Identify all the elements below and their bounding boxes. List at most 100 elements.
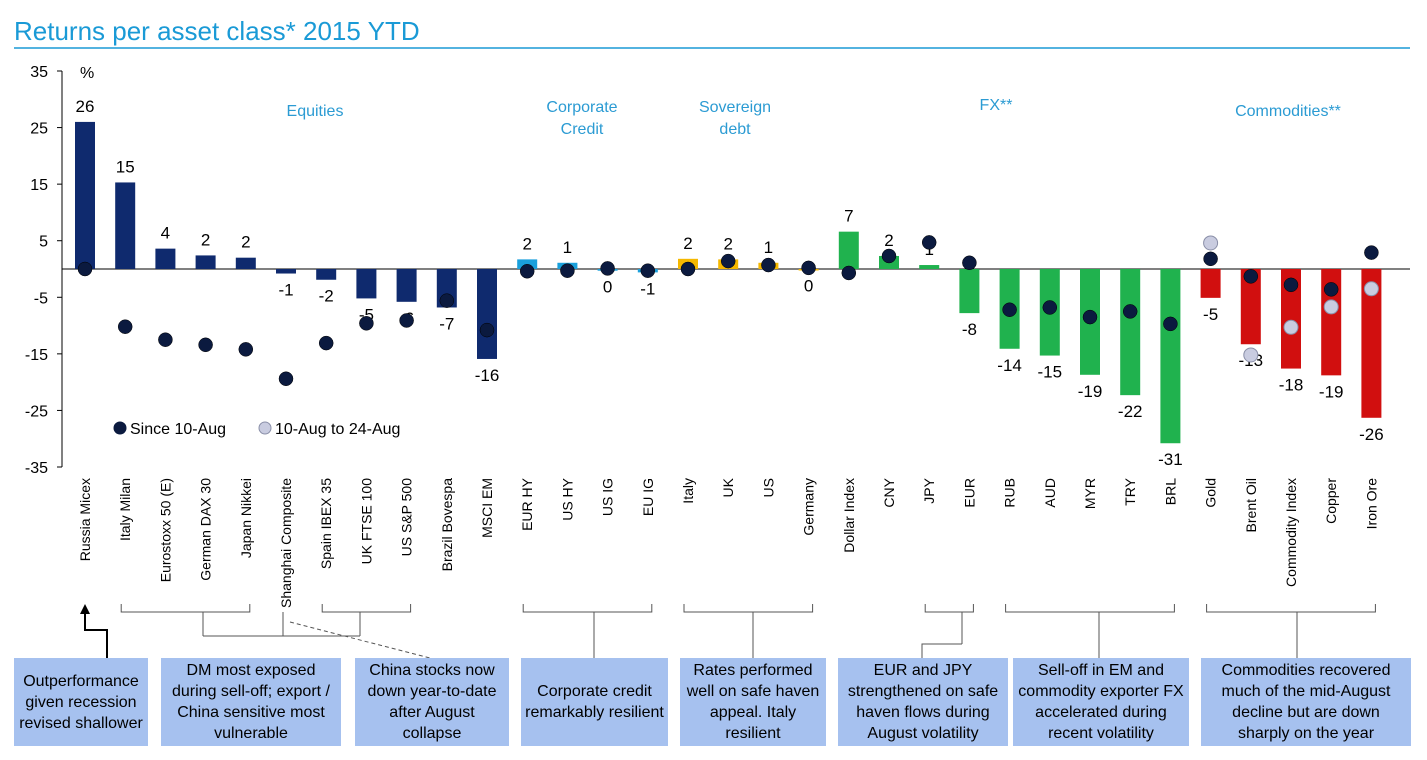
bar-30 (1281, 269, 1301, 369)
dot-since-10-aug (238, 342, 254, 357)
group-label: Corporate Credit (546, 99, 617, 138)
dots (77, 235, 1379, 386)
dot-since-10-aug (158, 332, 173, 347)
category-label: Copper (1323, 478, 1339, 524)
annotation-eur-jpy: EUR and JPY strengthened on safe haven f… (838, 658, 1008, 746)
dot-since-10-aug (1283, 277, 1299, 293)
value-label: 7 (844, 207, 853, 226)
dot-since-10-aug (680, 261, 696, 277)
bar-10 (477, 269, 497, 359)
value-label: -31 (1158, 450, 1183, 469)
dot-since-10-aug (1002, 302, 1017, 317)
bar-28 (1200, 269, 1221, 298)
dot-since-10-aug (278, 371, 294, 386)
annotation-china: China stocks now down year-to-date after… (355, 658, 509, 746)
dot-10-aug-to-24-aug (1203, 235, 1219, 251)
value-label: 26 (76, 97, 95, 116)
category-label: Spain IBEX 35 (318, 478, 334, 569)
value-label: -1 (278, 281, 293, 300)
dot-10-aug-to-24-aug (1363, 281, 1379, 297)
bracket (683, 604, 814, 613)
dot-10-aug-to-24-aug (1283, 319, 1299, 335)
category-label: Gold (1203, 478, 1219, 508)
bar-1 (115, 182, 136, 269)
bar-5 (276, 269, 296, 274)
dot-since-10-aug (318, 335, 334, 351)
dot-since-10-aug (1243, 269, 1259, 284)
value-label: 2 (884, 231, 893, 250)
group-label: Sovereign debt (699, 99, 771, 138)
value-label: -5 (1203, 305, 1218, 324)
dot-10-aug-to-24-aug (1243, 347, 1259, 363)
value-label: -19 (1319, 382, 1344, 401)
bar-22 (959, 269, 980, 314)
bracket (1206, 604, 1376, 613)
value-label: -18 (1279, 376, 1304, 395)
russia-arrow-head (80, 604, 90, 614)
dot-since-10-aug (198, 337, 213, 353)
category-label: Shanghai Composite (278, 478, 294, 608)
category-label: AUD (1042, 478, 1058, 508)
category-label: RUB (1002, 478, 1018, 508)
category-label: UK (720, 477, 736, 497)
value-labels: 2615422-1-2-5-6-7-16210-12210721-8-14-15… (76, 97, 1384, 469)
value-label: -16 (475, 366, 500, 385)
group-label: Commodities** (1235, 103, 1341, 120)
y-tick-label: 25 (30, 121, 48, 138)
category-label: US IG (600, 478, 616, 516)
value-label: -19 (1078, 382, 1103, 401)
bar-32 (1361, 269, 1382, 418)
value-label: -14 (997, 356, 1022, 375)
dot-since-10-aug (479, 322, 495, 338)
bar-7 (356, 269, 377, 299)
legend: Since 10-Aug 10-Aug to 24-Aug (113, 421, 400, 438)
y-tick-label: 35 (30, 64, 48, 81)
legend-dot-window (258, 421, 272, 435)
bars (75, 121, 1382, 444)
y-tick-label: 5 (39, 234, 48, 251)
value-label: 1 (563, 238, 572, 257)
category-label: EU IG (640, 478, 656, 516)
value-label: -1 (640, 279, 655, 298)
y-tick-label: -5 (34, 290, 48, 307)
value-label: 4 (161, 224, 170, 243)
category-label: Dollar Index (841, 478, 857, 553)
annotation-commodities: Commodities recovered much of the mid-Au… (1201, 658, 1411, 746)
dot-since-10-aug (560, 263, 575, 278)
category-label: Commodity Index (1283, 478, 1299, 587)
group-label: Equities (287, 103, 344, 120)
category-label: US HY (559, 477, 575, 520)
bracket (1005, 604, 1175, 613)
dot-since-10-aug (600, 261, 615, 276)
category-label: German DAX 30 (198, 478, 214, 581)
annotation-credit: Corporate credit remarkably resilient (521, 658, 668, 746)
dot-since-10-aug (962, 255, 977, 271)
y-tick-label: -25 (25, 403, 48, 420)
dot-since-10-aug (720, 253, 736, 269)
category-label: UK FTSE 100 (358, 478, 374, 565)
category-label: Italy Milan (117, 478, 133, 541)
dot-since-10-aug (801, 260, 816, 276)
dot-since-10-aug (640, 263, 656, 278)
bracket (924, 604, 974, 613)
category-label: US (760, 478, 776, 497)
y-tick-label: -35 (25, 460, 48, 477)
shanghai-pointer (289, 621, 431, 659)
value-label: 2 (522, 234, 531, 253)
category-label: Japan Nikkei (238, 478, 254, 558)
bar-8 (396, 269, 417, 302)
bracket-link (203, 612, 284, 637)
bracket (321, 604, 412, 613)
dot-since-10-aug (1323, 282, 1339, 297)
dot-since-10-aug (1122, 304, 1138, 319)
category-label: US S&P 500 (399, 478, 415, 557)
category-label: Eurostoxx 50 (E) (157, 478, 173, 582)
dot-since-10-aug (1163, 316, 1178, 332)
category-labels: Russia Micex Italy Milan Eurostoxx 50 (E) G… (77, 477, 1379, 608)
value-label: -22 (1118, 402, 1143, 421)
category-label: MSCI EM (479, 478, 495, 538)
bar-26 (1120, 269, 1141, 396)
dot-since-10-aug (1042, 300, 1058, 315)
category-label: EUR (961, 478, 977, 508)
